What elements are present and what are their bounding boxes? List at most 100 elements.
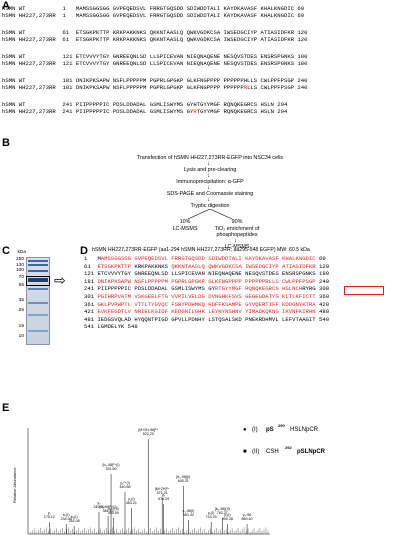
legend-2-marker-icon: ■ xyxy=(243,449,247,455)
peak-mz: 645.31 xyxy=(178,479,189,483)
split-right-pct: 90% xyxy=(231,219,243,225)
panel-label-b: B xyxy=(2,137,10,149)
kda-marker: 70 xyxy=(18,275,24,280)
kda-marker: 25 xyxy=(18,308,24,313)
legend-peptide-2: ■ (II) CSH 292 pSLNpCR xyxy=(243,445,326,455)
alignment-row-wt: hSMN WT 181 DNIKPKSAPW NSFLPPPPPM PGPRLG… xyxy=(2,77,308,84)
kda-marker: 250 xyxy=(15,257,24,262)
alignment-row-mut: hSMN HH227,273RR 241 PIIPPPPPIC PDSLDDAD… xyxy=(2,108,288,115)
peak-mz: 743.29 xyxy=(206,515,217,519)
peak-label: [b₆-98](II) xyxy=(215,507,230,511)
mutation-site: R xyxy=(193,108,197,115)
peak-label: y₅-98(I) xyxy=(182,509,194,513)
peak-mz: 663.32 xyxy=(183,513,194,517)
down-arrow-icon: ↓ xyxy=(207,173,210,179)
peak-label: y₁ xyxy=(48,511,52,515)
legend-1-seq: HSLNpCR xyxy=(290,427,319,433)
panel-label-d: D xyxy=(80,245,88,257)
sequence-line: 421 EVKFEGDTLV NRIELKGIDF KEDGNILGHK LEY… xyxy=(84,308,330,316)
workflow-step-5: Tryptic digestion xyxy=(190,203,230,209)
peak-label: y₅(I) xyxy=(208,511,215,515)
phosphosite-box xyxy=(344,286,384,295)
peak-mz: 381.33 xyxy=(103,509,114,513)
down-arrow-icon: ↓ xyxy=(234,238,237,244)
kda-unit-label: kDa xyxy=(17,250,26,255)
peak-mz: 349.30 xyxy=(93,505,104,509)
panel-d-title: hSMN HH227,273RR-EGFP (aa1-294 hSMN HH22… xyxy=(92,247,310,253)
peak-label: b₂(I) xyxy=(63,513,70,517)
peak-label: [b₄-98]²⁺(I) xyxy=(100,505,117,509)
alignment-row-wt: hSMN WT 121 ETCVVVYTGY GNREEQNLSD LLSPIC… xyxy=(2,53,308,60)
peak-mz: 800.38 xyxy=(222,517,233,521)
legend-1-marker-icon: ● xyxy=(243,427,247,433)
alignment-row-mut: hSMN HH227,273RR 181 DNIKPKSAPW NSFLPPPP… xyxy=(2,84,308,91)
split-right-line-2: phosphopeptides xyxy=(216,232,258,238)
sequence-line: 241 PIIPPPPPIC PDSLDDADAL GSMLISWYMS GYR… xyxy=(84,285,330,293)
peak-mz: 400.09 xyxy=(108,511,119,515)
down-arrow-icon: ↓ xyxy=(207,197,210,203)
peak-label: y₇-98 xyxy=(243,513,251,517)
peak-mz: 234.09 xyxy=(61,517,72,521)
down-arrow-icon: ↓ xyxy=(207,161,210,167)
sequence-line: 301 PGIHRPVATM VSKGEELFTG VVPILVELDG DVN… xyxy=(84,293,330,300)
split-arrow-icon xyxy=(187,209,233,220)
sequence-line: 181 DNIKPKSAPW NSFLPPPPPM PGPRLGPGKP GLK… xyxy=(84,277,330,285)
peak-label: y₆²⁺(I) xyxy=(120,481,130,485)
sequence-line: 121 ETCVVVYTGY GNREEQNLSD LLSPICEVAN NIE… xyxy=(84,270,330,278)
alignment-row-wt: hSMN WT 61 ETSGKPKTTP KRKPAKKNKS QKKNTAA… xyxy=(2,29,308,36)
sequence-line: 61 ETSGKPKTTP KRKPAKKNKS QKKNTAASLQ QWKV… xyxy=(84,262,330,270)
kda-marker: 55 xyxy=(18,283,24,288)
sequence-line: 361 GKLPVPWPTL VTTLTYGVQC FSRYPDHMKQ HDF… xyxy=(84,300,330,308)
split-left-label: LC-MSMS xyxy=(172,226,198,232)
legend-2-site: 292 xyxy=(285,445,292,450)
alignment-row-wt: hSMN WT 1 MAMSSGGSGG GVPEQEDSVL FRRGTGQS… xyxy=(2,5,305,12)
peak-label: y₇(I) xyxy=(224,513,230,517)
gel-band xyxy=(28,260,48,262)
legend-2-roman: (II) xyxy=(252,449,259,455)
selected-band-box xyxy=(26,276,50,286)
panel-e-spectrum: Relative Abundance [M+2H-98]²⁺ 522.23 [b₃-… xyxy=(10,408,410,553)
workflow-step-1: Transfection of hSMN HH227,273RR-EGFP in… xyxy=(136,155,284,161)
legend-peptide-1: ● (I) pS 290 HSLNpCR xyxy=(243,423,319,433)
peak-label: y₃ xyxy=(97,501,101,505)
legend-2-seq: pSLNpCR xyxy=(297,449,326,455)
gel-band xyxy=(28,264,48,266)
alignment-row-mut: hSMN HH227,273RR 1 MAMSSGGSGG GVPEQEDSVL… xyxy=(2,12,305,19)
gel-band xyxy=(28,288,48,290)
peak-mz: 440.68 xyxy=(119,485,130,489)
legend-2-pre: CSH xyxy=(266,449,279,455)
kda-marker: 130 xyxy=(15,263,24,268)
y-axis-label: Relative Abundance xyxy=(12,467,17,503)
peak-label: [b₅-98](I) xyxy=(176,475,190,479)
panel-label-c: C xyxy=(2,245,10,257)
peak-mz: 576.29 xyxy=(158,497,169,501)
alignment-row-mut: hSMN HH227,273RR 61 ETSGKPKTTP KRKPAKKNK… xyxy=(2,36,308,43)
legend-1-pre: pS xyxy=(266,427,274,433)
gel-band xyxy=(28,302,48,304)
gel-lane xyxy=(26,257,50,345)
peak-mz: 869.40 xyxy=(242,517,253,521)
sequence-line: 541 LGMDELYK 548 xyxy=(84,323,138,331)
peak-mz: 522.23 xyxy=(143,432,154,436)
down-arrow-icon: ↓ xyxy=(207,185,210,191)
peak-mz: 463.21 xyxy=(126,501,137,505)
peak-label: y₂(I) xyxy=(128,497,135,501)
peak-mz: 175.12 xyxy=(44,515,55,519)
legend-1-site: 290 xyxy=(278,423,285,428)
legend-1-roman: (I) xyxy=(252,427,258,433)
right-arrow-icon: ⇨ xyxy=(54,272,66,288)
workflow-step-4: SDS-PAGE and Coomassie staining xyxy=(166,191,254,197)
gel-band xyxy=(28,314,48,316)
panel-label-e: E xyxy=(2,402,10,414)
workflow-step-2: Lysis and pre-clearing xyxy=(183,167,237,173)
peak-label: [b₃-98]²⁺(I) xyxy=(102,463,119,467)
peak-mz: 782.37 xyxy=(217,511,228,515)
sequence-line: 481 IEDGSVQLAD HYQQNTPIGD GPVLLPDNHY LST… xyxy=(84,315,330,323)
kda-marker: 10 xyxy=(18,334,24,339)
split-right-line-1: TiO₂ enrichment of xyxy=(214,226,260,232)
peak-mz: 262.08 xyxy=(69,519,80,523)
gel-band xyxy=(28,270,48,272)
kda-marker: 100 xyxy=(15,268,24,273)
peak-label: [M+2H-98]²⁺ xyxy=(138,428,158,432)
gel-band-target xyxy=(28,278,48,282)
